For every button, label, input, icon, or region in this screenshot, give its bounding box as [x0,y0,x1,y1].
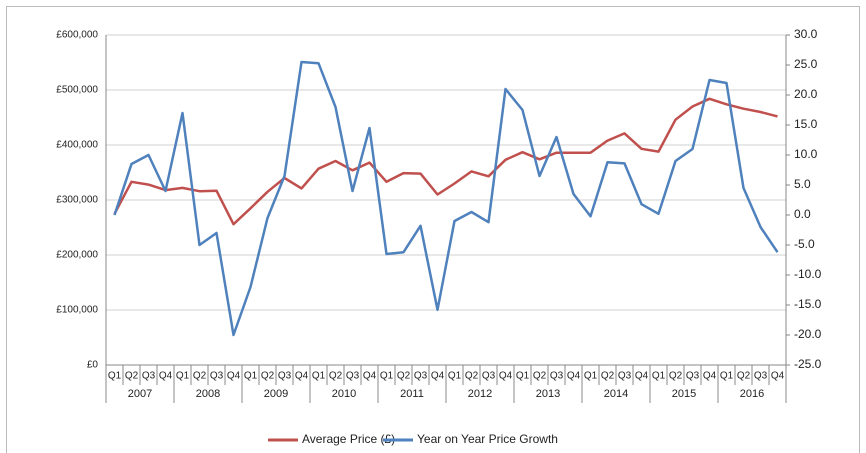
y-tick-label: £100,000 [56,305,98,316]
x-tick-label: Q1 [380,371,394,382]
x-tick-label: Q2 [261,371,275,382]
x-tick-label: Q2 [737,371,751,382]
y2-tick-label: 25.0 [794,57,818,71]
series-line [113,60,779,337]
x-tick-label: Q4 [703,371,717,382]
x-tick-label: Q3 [142,371,156,382]
x-tick-label: Q1 [176,371,190,382]
x-tick-label: Q4 [635,371,649,382]
x-tick-label: Q2 [465,371,479,382]
y-tick-label: £600,000 [56,30,98,41]
x-tick-label: Q1 [108,371,122,382]
x-tick-label: Q1 [312,371,326,382]
x-tick-label: Q2 [601,371,615,382]
y2-tick-label: 15.0 [794,117,818,131]
year-label: 2011 [400,388,424,400]
y2-tick-label: 20.0 [794,87,818,101]
year-label: 2010 [332,388,356,400]
x-tick-label: Q4 [431,371,445,382]
x-tick-label: Q4 [499,371,513,382]
year-label: 2012 [468,388,492,400]
y-tick-label: £200,000 [56,250,98,261]
x-tick-label: Q3 [618,371,632,382]
series-line [113,97,778,226]
x-tick-label: Q2 [397,371,411,382]
y2-tick-label: 10.0 [794,147,818,161]
x-tick-label: Q2 [533,371,547,382]
legend-label: Year on Year Price Growth [417,432,558,446]
x-tick-label: Q3 [346,371,360,382]
y2-tick-label: -20.0 [794,327,822,341]
y2-tick-label: -5.0 [794,237,815,251]
x-tick-label: Q2 [329,371,343,382]
x-tick-label: Q1 [652,371,666,382]
year-label: 2008 [196,388,220,400]
y-tick-label: £400,000 [56,140,98,151]
x-tick-label: Q4 [295,371,309,382]
x-tick-label: Q4 [159,371,173,382]
x-tick-label: Q1 [244,371,258,382]
x-tick-label: Q3 [686,371,700,382]
chart-frame [6,6,860,453]
year-label: 2007 [128,388,152,400]
x-tick-label: Q2 [125,371,139,382]
x-tick-label: Q3 [550,371,564,382]
x-tick-label: Q4 [771,371,785,382]
x-tick-label: Q3 [414,371,428,382]
x-tick-label: Q3 [210,371,224,382]
x-tick-label: Q2 [193,371,207,382]
year-label: 2013 [536,388,560,400]
x-tick-label: Q2 [669,371,683,382]
x-tick-label: Q3 [754,371,768,382]
x-tick-label: Q4 [227,371,241,382]
year-label: 2015 [672,388,696,400]
x-tick-label: Q3 [278,371,292,382]
x-tick-label: Q1 [516,371,530,382]
y-tick-label: £0 [87,360,99,371]
y2-tick-label: -10.0 [794,267,822,281]
y-tick-label: £300,000 [56,195,98,206]
x-tick-label: Q1 [720,371,734,382]
y2-tick-label: -25.0 [794,357,822,371]
x-tick-label: Q4 [567,371,581,382]
x-tick-label: Q1 [584,371,598,382]
x-tick-label: Q3 [482,371,496,382]
y-tick-label: £500,000 [56,85,98,96]
year-label: 2014 [604,388,628,400]
y2-tick-label: 0.0 [794,207,811,221]
legend-label: Average Price (£) [302,432,395,446]
year-label: 2016 [740,388,764,400]
y2-tick-label: 30.0 [794,27,818,41]
y2-tick-label: -15.0 [794,297,822,311]
year-label: 2009 [264,388,288,400]
x-tick-label: Q4 [363,371,377,382]
x-tick-label: Q1 [448,371,462,382]
y2-tick-label: 5.0 [794,177,811,191]
